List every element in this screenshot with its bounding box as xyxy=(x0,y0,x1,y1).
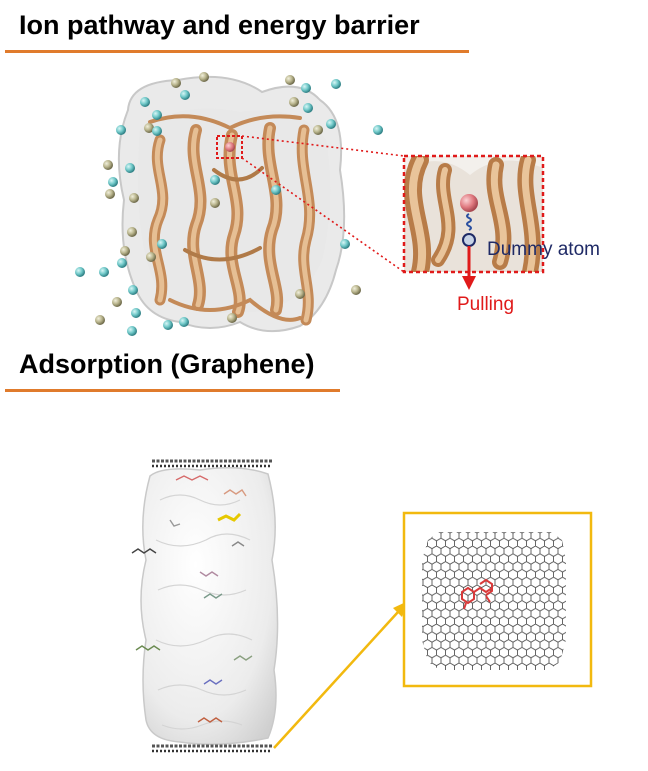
section-title-adsorption: Adsorption (Graphene) xyxy=(19,349,315,379)
graphene-slab-system xyxy=(131,459,279,753)
selected-ion xyxy=(225,142,235,152)
section-title-ion-pathway: Ion pathway and energy barrier xyxy=(19,10,420,40)
dummy-atom-label: Dummy atom xyxy=(487,239,600,260)
selection-box xyxy=(216,135,243,159)
graphene-inset xyxy=(402,511,593,688)
title-underline-adsorption xyxy=(5,389,340,392)
title-underline-ion xyxy=(5,50,469,53)
graphene-zoom-arrow xyxy=(273,611,399,749)
pulling-arrow-head xyxy=(462,276,476,290)
ions xyxy=(75,72,383,336)
dummy-atom-marker xyxy=(462,233,476,247)
pulling-label: Pulling xyxy=(457,294,515,315)
zoom-connector-top xyxy=(241,135,405,157)
zoom-connector-bottom xyxy=(241,157,405,273)
protein-helices xyxy=(148,114,316,326)
zoom-inset xyxy=(402,154,545,274)
